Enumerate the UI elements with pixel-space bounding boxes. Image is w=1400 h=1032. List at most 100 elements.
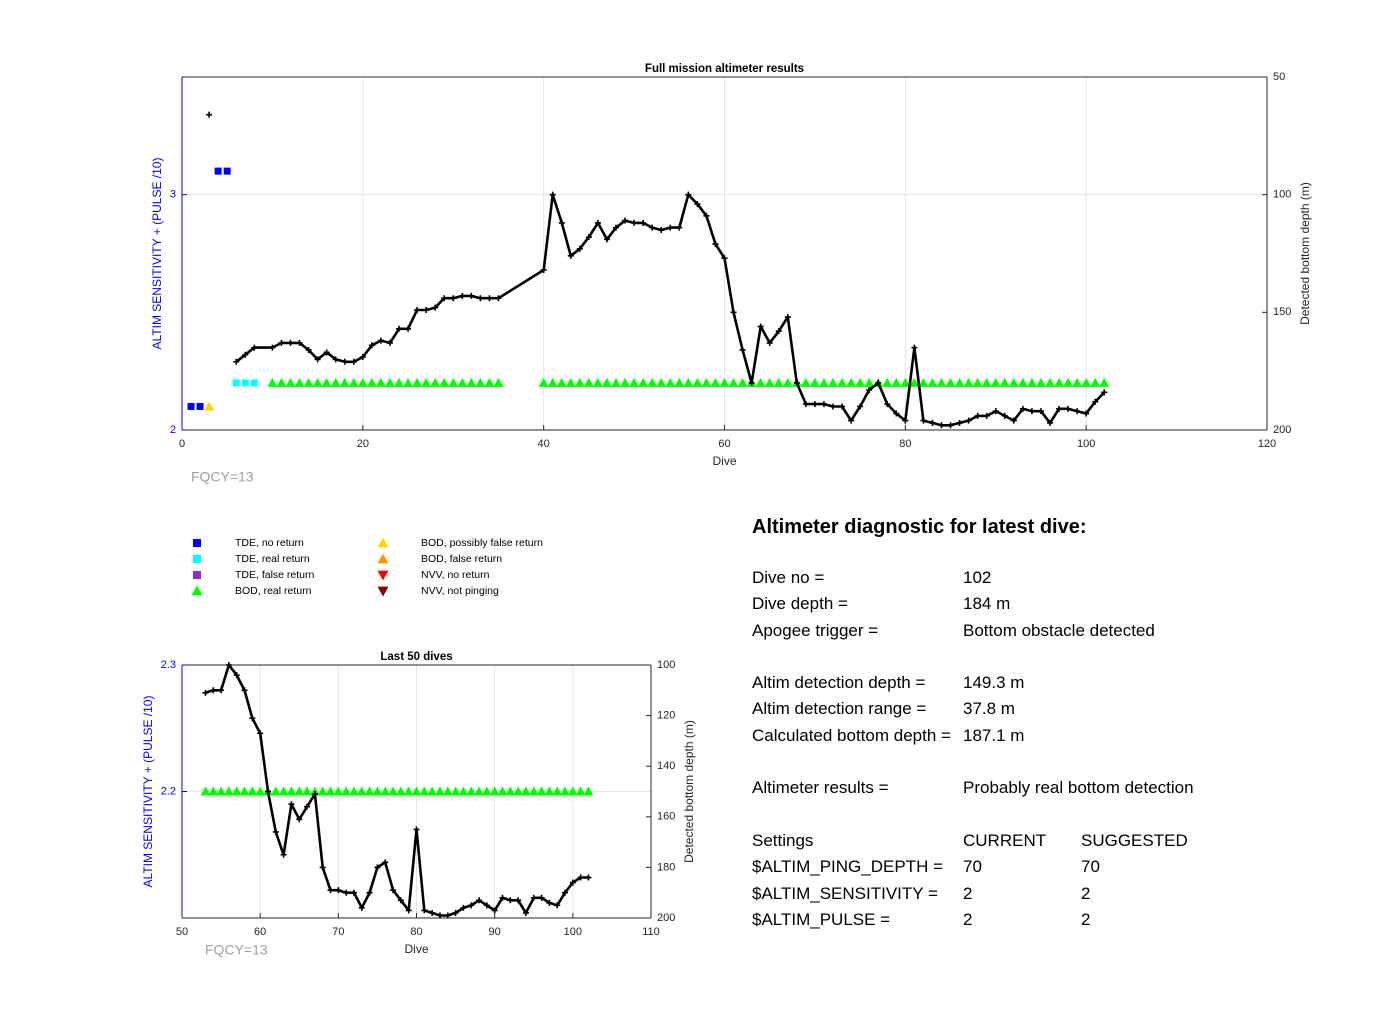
depth-point — [202, 689, 209, 696]
apogee-trigger-label: Apogee trigger = — [752, 620, 879, 640]
dive-no-label: Dive no = — [752, 568, 825, 587]
calculated-depth-label: Calculated bottom depth = — [752, 725, 951, 745]
depth-point — [793, 379, 800, 386]
depth-point — [477, 295, 484, 302]
depth-point — [366, 889, 373, 896]
depth-point — [576, 245, 583, 252]
depth-point — [848, 417, 855, 424]
marker-triangle — [855, 377, 866, 387]
depth-point — [983, 412, 990, 419]
depth-point — [549, 191, 556, 198]
x-tick-label: 0 — [179, 438, 185, 450]
depth-point — [603, 236, 610, 243]
marker-triangle — [458, 786, 469, 796]
marker-triangle — [411, 786, 422, 796]
depth-point — [694, 201, 701, 208]
marker-triangle — [1063, 377, 1074, 387]
marker-triangle — [303, 377, 314, 387]
depth-point — [368, 342, 375, 349]
depth-point — [594, 219, 601, 226]
y-right-tick-label: 100 — [1273, 189, 1291, 201]
marker-triangle — [223, 786, 234, 796]
y-right-tick-label: 100 — [657, 659, 675, 671]
marker-triangle — [560, 786, 571, 796]
legend-label: BOD, real return — [235, 585, 312, 597]
last-50-dives-chart: 50 60 70 80 90 100 110 2.2 2.3 100 120 140 160 180 200… — [141, 651, 696, 958]
marker-triangle — [737, 377, 748, 387]
marker-triangle — [403, 786, 414, 796]
altimeter-results-value: Probably real bottom detection — [963, 778, 1194, 798]
x-tick-label: 60 — [254, 926, 266, 938]
depth-point — [242, 351, 249, 358]
marker-triangle — [1035, 377, 1046, 387]
marker-triangle — [395, 786, 406, 796]
marker-triangle — [629, 377, 640, 387]
depth-point — [341, 358, 348, 365]
legend-label: BOD, false return — [421, 553, 502, 565]
sensitivity-suggested: 2 — [1081, 883, 1091, 903]
marker-triangle — [882, 377, 893, 387]
legend-label: NVV, no return — [421, 569, 490, 581]
depth-point — [992, 408, 999, 415]
dive-no-row: Dive no = 102 — [752, 565, 1372, 591]
depth-point — [414, 306, 421, 313]
depth-point — [450, 295, 457, 302]
depth-point — [1056, 405, 1063, 412]
y-right-axis-label: Detected bottom depth (m) — [1298, 182, 1312, 325]
marker-triangle — [611, 377, 621, 387]
legend-marker-square — [193, 555, 201, 563]
marker-triangle — [936, 377, 947, 387]
marker-triangle — [204, 401, 215, 411]
depth-point — [1010, 417, 1017, 424]
depth-point — [218, 687, 225, 694]
depth-point — [249, 715, 256, 722]
y-left-tick-label: 2.3 — [161, 659, 176, 671]
depth-point — [802, 401, 809, 408]
depth-point — [288, 801, 295, 808]
depth-point — [730, 309, 737, 316]
depth-point — [739, 346, 746, 353]
marker-triangle — [286, 786, 297, 796]
detection-range-value: 37.8 m — [963, 699, 1015, 719]
depth-point — [350, 358, 357, 365]
x-tick-label: 40 — [538, 438, 550, 450]
depth-point — [538, 894, 545, 901]
marker-triangle — [247, 786, 258, 796]
depth-point — [875, 379, 882, 386]
x-axis-label: Dive — [404, 942, 428, 956]
marker-triangle — [528, 786, 539, 796]
marker-triangle — [755, 377, 766, 387]
marker-triangle — [497, 786, 508, 796]
depth-point — [558, 219, 565, 226]
marker-triangle — [285, 377, 296, 387]
depth-point — [530, 894, 537, 901]
y-right-tick-label: 120 — [657, 710, 675, 722]
pulse-suggested: 2 — [1081, 909, 1091, 929]
marker-triangle — [972, 377, 983, 387]
marker-triangle — [809, 377, 820, 387]
depth-point — [1074, 408, 1081, 415]
legend-marker-triangle-up — [191, 585, 203, 596]
legend: TDE, no return TDE, real return TDE, false… — [191, 537, 543, 597]
marker-triangle — [909, 377, 920, 387]
depth-point — [902, 417, 909, 424]
x-tick-label: 80 — [410, 926, 422, 938]
depth-point — [206, 111, 213, 118]
depth-point — [507, 897, 514, 904]
y-left-tick-label: 2.2 — [161, 785, 176, 797]
marker-triangle — [357, 377, 368, 387]
full-mission-chart: 0 20 40 60 80 100 120 2 3 50 100 150 200 Full mission… — [150, 63, 1312, 485]
marker-triangle — [348, 377, 359, 387]
legend-marker-triangle-up — [377, 553, 389, 564]
marker-triangle — [430, 377, 441, 387]
legend-label: TDE, no return — [235, 537, 304, 549]
depth-point — [1047, 419, 1053, 426]
marker-triangle — [317, 786, 328, 796]
depth-point — [280, 851, 287, 858]
y-right-tick-label: 140 — [657, 760, 675, 772]
marker-triangle — [638, 377, 649, 387]
dive-depth-label: Dive depth = — [752, 594, 848, 614]
y-left-tick-label: 3 — [170, 189, 176, 201]
depth-point — [775, 328, 782, 335]
y-right-tick-label: 180 — [657, 861, 675, 873]
